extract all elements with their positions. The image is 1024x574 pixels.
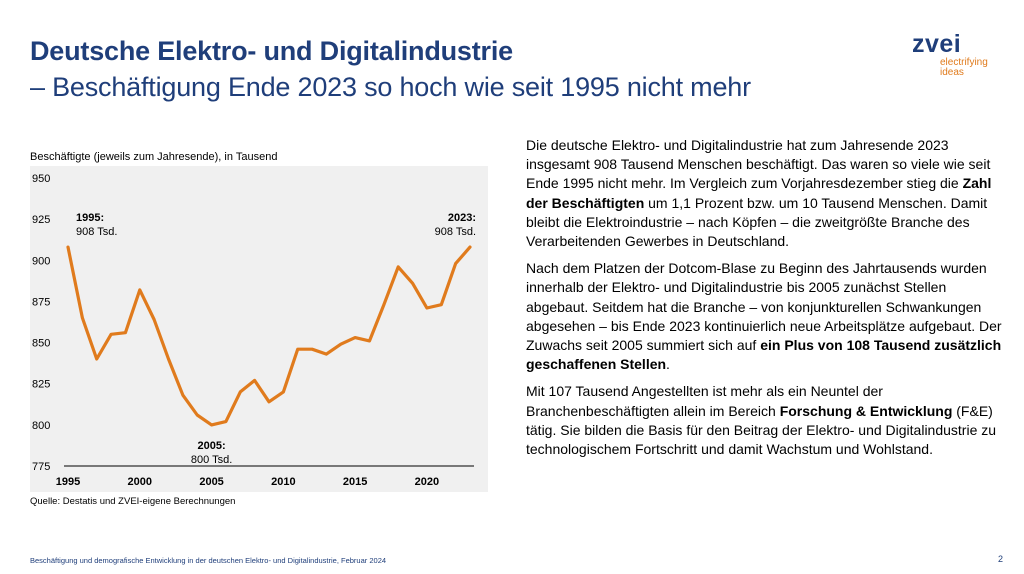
p1-text-c: um 1,1 Prozent bzw. um 10 Tausend Mensch… [526,194,988,250]
data-point [239,390,242,394]
data-point [66,245,70,249]
employment-series-line [66,245,472,427]
data-point [267,400,271,404]
paragraph-2: Nach dem Platzen der Dotcom-Blase zu Beg… [526,259,1006,374]
x-tick-label: 2010 [271,476,295,488]
x-tick-label: 2000 [128,476,152,488]
data-point [411,282,414,285]
annotation-year: 2023: [448,212,476,224]
data-point [124,331,127,334]
annotation-value: 908 Tsd. [435,226,476,238]
data-point [138,288,141,292]
logo-tagline-line1: electrifying [940,57,988,68]
data-point [296,347,299,351]
x-tick-label: 1995 [56,476,80,488]
data-point [152,318,156,321]
data-point [425,306,429,310]
data-point [224,420,228,423]
y-tick-label: 800 [32,420,50,432]
body-text: Die deutsche Elektro- und Digitalindustr… [526,136,1006,467]
footer-text: Beschäftigung und demografische Entwickl… [30,556,387,565]
employment-chart: 950 925 900 875 850 825 800 775 1995 2000 2005 2010… [30,166,488,492]
data-point [282,390,285,394]
x-tick-label: 2015 [343,476,367,488]
data-point [181,394,185,397]
annotation-year: 2005: [198,440,226,452]
annotation-value: 908 Tsd. [76,226,117,238]
p2-text-c: . [666,356,670,373]
y-tick-label: 925 [32,214,50,226]
p3-text-a: Mit 107 Tausend Angestellten ist mehr al… [526,383,883,419]
p1-text-a: Die deutsche Elektro- und Digitalindustr… [526,137,991,192]
data-point [167,357,170,361]
logo-word: zvei [912,30,962,58]
annotation-year: 1995: [76,212,104,224]
y-tick-label: 775 [32,461,50,473]
data-point [440,303,443,306]
paragraph-1: Die deutsche Elektro- und Digitalindustr… [526,136,1006,251]
data-point [210,423,213,427]
x-tick-label: 2005 [199,476,223,488]
data-point [310,347,314,351]
logo-tagline: electrifying ideas [940,58,988,78]
p1-bold: Zahl der Beschäftigten [526,175,992,211]
p3-text-c: (F&E) tätig. Sie bilden die Basis für de… [526,402,997,458]
slide-title: Deutsche Elektro- und Digitalindustrie [30,36,513,66]
chart-source: Quelle: Destatis und ZVEI-eigene Berechn… [30,496,236,507]
data-point [325,352,328,356]
p3-bold: Forschung & Entwicklung [779,402,953,419]
y-tick-label: 875 [32,296,50,308]
paragraph-3: Mit 107 Tausend Angestellten ist mehr al… [526,382,1006,459]
zvei-logo: zvei electrifying ideas [912,30,1002,90]
data-point [95,357,98,361]
annotation-value: 800 Tsd. [191,454,232,466]
page-number: 2 [998,554,1004,564]
data-point [339,343,342,346]
y-tick-label: 850 [32,338,50,350]
data-point [382,303,386,306]
chart-caption: Beschäftigte (jeweils zum Jahresende), i… [30,151,278,163]
p2-bold: ein Plus von 108 Tausend zusätzlich gesc… [526,337,1002,373]
data-point [81,316,84,320]
data-point [454,262,457,265]
y-tick-label: 900 [32,255,50,267]
logo-tagline-line2: ideas [940,67,964,78]
data-point [397,265,400,269]
data-point [109,333,113,336]
y-tick-label: 950 [32,173,50,185]
data-point [368,339,371,343]
data-point [253,379,256,382]
slide-subtitle: – Beschäftigung Ende 2023 so hoch wie se… [30,72,751,102]
p2-text-a: Nach dem Platzen der Dotcom-Blase zu Beg… [526,260,1002,354]
data-point [468,245,472,249]
data-point [353,336,357,339]
y-tick-label: 825 [32,379,50,391]
x-tick-label: 2020 [415,476,439,488]
chart-svg: 950 925 900 875 850 825 800 775 1995 2000 2005 2010… [32,173,476,488]
data-point [196,413,199,417]
